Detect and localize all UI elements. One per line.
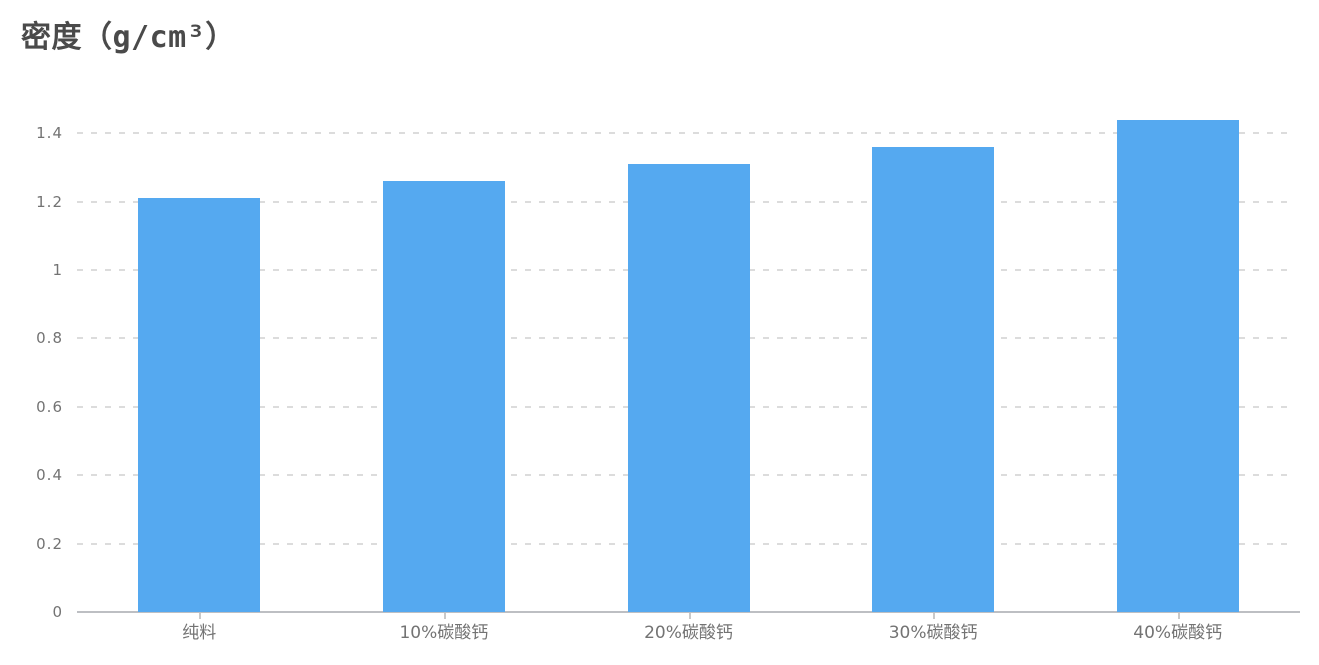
- x-axis-tick-label: 40%碳酸钙: [1133, 623, 1223, 643]
- y-axis-tick-label: 0: [52, 603, 63, 621]
- y-axis-tick-label: 1.2: [36, 192, 63, 211]
- bar: [1117, 120, 1239, 612]
- y-axis-tick-label: 0.6: [36, 397, 63, 416]
- bar: [628, 164, 750, 612]
- x-axis-tick: [933, 613, 935, 619]
- y-axis-tick-label: 0.8: [36, 329, 63, 348]
- y-axis-tick-label: 0.2: [36, 534, 63, 553]
- y-gridline: [77, 132, 1293, 135]
- y-axis-tick-label: 1: [52, 261, 63, 279]
- chart-title: 密度（g/cm³）: [21, 20, 236, 55]
- x-axis-tick: [199, 613, 201, 619]
- bar: [383, 181, 505, 612]
- y-axis-tick-label: 0.4: [36, 466, 63, 485]
- bar: [138, 198, 260, 612]
- x-axis-tick: [689, 613, 691, 619]
- x-axis-tick-label: 30%碳酸钙: [888, 623, 978, 643]
- x-axis-tick: [1178, 613, 1180, 619]
- y-axis-tick-label: 1.4: [36, 124, 63, 143]
- x-axis-tick-label: 20%碳酸钙: [644, 623, 733, 643]
- x-axis-tick-label: 纯料: [182, 623, 217, 643]
- bar: [872, 147, 994, 612]
- x-axis-tick-label: 10%碳酸钙: [399, 623, 489, 643]
- x-axis-line: [77, 611, 1300, 613]
- x-axis-tick: [444, 613, 446, 619]
